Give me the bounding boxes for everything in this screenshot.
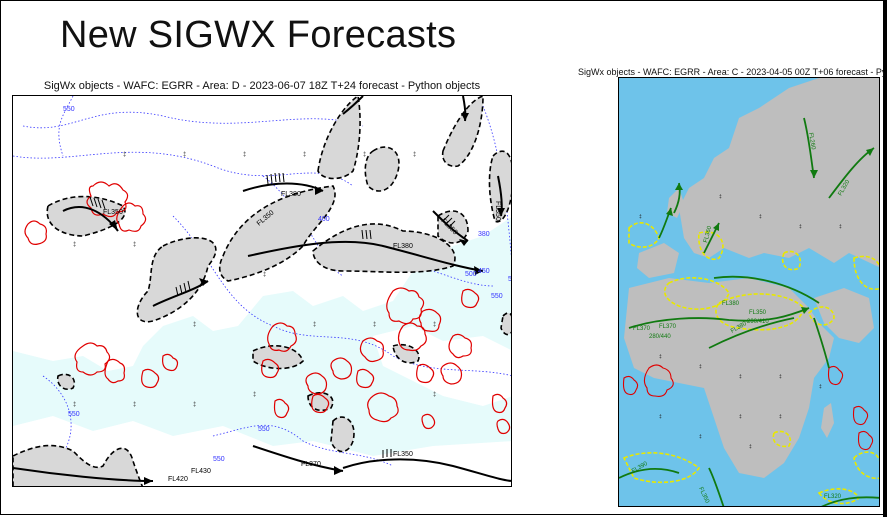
right-jet-arrowheads — [666, 148, 874, 314]
svg-text:‡: ‡ — [659, 354, 662, 360]
svg-text:‡: ‡ — [133, 242, 136, 248]
svg-text:‡: ‡ — [659, 414, 662, 420]
right-land-eurasia — [679, 78, 879, 268]
right-land-madagascar — [821, 403, 834, 438]
left-label-550-b: 550 — [68, 411, 80, 418]
svg-text:‡: ‡ — [413, 152, 416, 158]
left-grid-marks: ‡ ‡ ‡ ‡ ‡ ‡ ‡ ‡ ‡ ‡ ‡ ‡ ‡ ‡ ‡ ‡ ‡ ‡ — [73, 152, 436, 408]
left-label-550-e: 550 — [491, 293, 503, 300]
svg-text:‡: ‡ — [433, 322, 436, 328]
svg-text:‡: ‡ — [433, 392, 436, 398]
right-label-fl320-b: FL320 — [824, 494, 842, 500]
right-label-fl290-410: 290/410 — [747, 319, 769, 325]
left-label-380: 380 — [478, 231, 490, 238]
right-sigwx-map: ‡ ‡ ‡ ‡ ‡ ‡ ‡ ‡ ‡ ‡ ‡ ‡ ‡ ‡ ‡ FL260 FL320 FL360 FL… — [618, 77, 880, 507]
svg-text:‡: ‡ — [363, 152, 366, 158]
left-chart-caption: SigWx objects - WAFC: EGRR - Area: D - 2… — [43, 80, 481, 92]
left-label-fl350-c: FL350 — [494, 201, 501, 221]
left-label-550-c: 550 — [258, 426, 270, 433]
svg-text:‡: ‡ — [193, 322, 196, 328]
right-label-fl360: FL360 — [703, 225, 713, 244]
right-grid-marks: ‡ ‡ ‡ ‡ ‡ ‡ ‡ ‡ ‡ ‡ ‡ ‡ ‡ ‡ ‡ — [639, 194, 842, 450]
right-sigwx-svg: ‡ ‡ ‡ ‡ ‡ ‡ ‡ ‡ ‡ ‡ ‡ ‡ ‡ ‡ ‡ FL260 FL320 FL360 FL… — [619, 78, 879, 506]
right-label-fl280-440: 280/440 — [649, 334, 671, 340]
slide-title: New SIGWX Forecasts — [60, 14, 457, 56]
svg-text:‡: ‡ — [73, 402, 76, 408]
right-label-fl370-b: FL370 — [659, 324, 677, 330]
svg-text:‡: ‡ — [373, 322, 376, 328]
right-land-arabia — [814, 288, 874, 343]
left-label-fl350-d: FL350 — [393, 451, 413, 458]
left-label-500-a: 500 — [465, 271, 477, 278]
right-label-fl370-a: FL370 — [633, 326, 651, 332]
right-chart-caption: SigWx objects - WAFC: EGRR - Area: C - 2… — [578, 67, 884, 77]
svg-text:‡: ‡ — [313, 322, 316, 328]
left-sigwx-map: ‡ ‡ ‡ ‡ ‡ ‡ ‡ ‡ ‡ ‡ ‡ ‡ ‡ ‡ ‡ ‡ ‡ ‡ FL350 FL380 FL38… — [12, 95, 512, 487]
right-jet-streams — [619, 117, 879, 506]
left-label-fl430: FL430 — [191, 468, 211, 475]
right-cb-clouds — [622, 364, 874, 451]
left-contour-labels: 550 550 550 550 500 450 400 380 500 550 — [63, 106, 512, 463]
svg-text:‡: ‡ — [839, 224, 842, 230]
svg-text:‡: ‡ — [779, 414, 782, 420]
left-land-africa — [13, 416, 511, 486]
left-jet-arrowheads — [109, 113, 505, 485]
svg-text:‡: ‡ — [193, 402, 196, 408]
svg-text:‡: ‡ — [73, 242, 76, 248]
left-cb-clouds — [24, 181, 511, 435]
slide-right-border — [883, 0, 887, 517]
left-turbulence-areas — [13, 96, 511, 486]
svg-text:‡: ‡ — [699, 434, 702, 440]
svg-text:‡: ‡ — [243, 152, 246, 158]
svg-text:‡: ‡ — [719, 194, 722, 200]
svg-text:‡: ‡ — [799, 224, 802, 230]
svg-text:‡: ‡ — [739, 374, 742, 380]
left-label-550-a: 550 — [63, 106, 75, 113]
svg-text:‡: ‡ — [263, 272, 266, 278]
left-label-550-d: 550 — [213, 456, 225, 463]
left-label-500-b: 500 — [508, 276, 512, 283]
svg-text:‡: ‡ — [779, 374, 782, 380]
left-label-450: 450 — [478, 268, 490, 275]
left-label-fl380-b: FL380 — [393, 243, 413, 250]
svg-text:‡: ‡ — [133, 402, 136, 408]
right-label-fl380: FL380 — [722, 301, 740, 307]
right-land-iberia — [637, 243, 679, 278]
svg-text:‡: ‡ — [639, 214, 642, 220]
svg-text:‡: ‡ — [183, 152, 186, 158]
svg-text:‡: ‡ — [819, 384, 822, 390]
svg-text:‡: ‡ — [739, 414, 742, 420]
left-label-fl370: FL370 — [301, 461, 321, 468]
left-wind-barbs — [89, 172, 456, 458]
right-label-fl260: FL260 — [807, 132, 816, 150]
left-label-fl350-e: FL350 — [103, 209, 123, 216]
left-label-fl420: FL420 — [168, 476, 188, 483]
svg-text:‡: ‡ — [303, 152, 306, 158]
svg-text:‡: ‡ — [253, 392, 256, 398]
left-sigwx-svg: ‡ ‡ ‡ ‡ ‡ ‡ ‡ ‡ ‡ ‡ ‡ ‡ ‡ ‡ ‡ ‡ ‡ ‡ FL350 FL380 FL38… — [13, 96, 512, 486]
svg-text:‡: ‡ — [759, 214, 762, 220]
left-label-fl380-a: FL380 — [281, 191, 301, 198]
svg-text:‡: ‡ — [699, 364, 702, 370]
svg-text:‡: ‡ — [123, 152, 126, 158]
left-label-400: 400 — [318, 216, 330, 223]
svg-text:‡: ‡ — [749, 444, 752, 450]
right-label-fl350: FL350 — [749, 310, 767, 316]
